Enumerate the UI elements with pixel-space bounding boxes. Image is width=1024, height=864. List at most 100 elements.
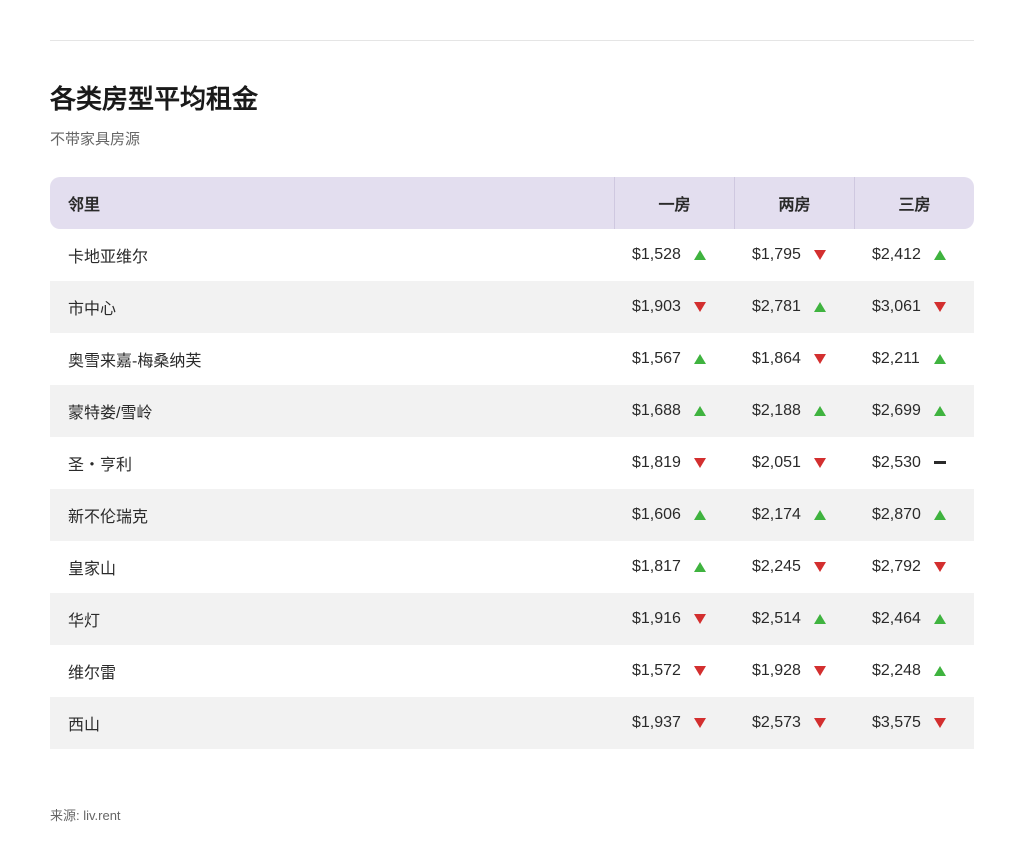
- cell-neighborhood: 皇家山: [50, 541, 614, 593]
- cell-2br: $1,795: [734, 229, 854, 281]
- cell-1br: $1,528: [614, 229, 734, 281]
- col-header-3br: 三房: [854, 177, 974, 229]
- cell-3br: $2,870: [854, 489, 974, 541]
- cell-neighborhood: 卡地亚维尔: [50, 229, 614, 281]
- table-row: 奥雪来嘉-梅桑纳芙 $1,567 $1,864 $2,211: [50, 333, 974, 385]
- cell-3br: $3,575: [854, 697, 974, 749]
- price-value: $1,567: [632, 350, 688, 368]
- cell-3br: $2,211: [854, 333, 974, 385]
- table-row: 西山$1,937$2,573$3,575: [50, 697, 974, 749]
- cell-3br: $2,699: [854, 385, 974, 437]
- price-value: $2,188: [752, 402, 808, 420]
- trend-down-icon: [814, 562, 826, 572]
- table-row: 市中心 $1,903 $2,781 $3,061: [50, 281, 974, 333]
- trend-up-icon: [814, 510, 826, 520]
- cell-2br: $2,245: [734, 541, 854, 593]
- rent-table: 邻里 一房 两房 三房 卡地亚维尔$1,528$1,795$2,412市中心$1…: [50, 177, 974, 749]
- cell-3br: $2,530: [854, 437, 974, 489]
- price-value: $2,699: [872, 402, 928, 420]
- cell-1br: $1,937: [614, 697, 734, 749]
- trend-up-icon: [934, 614, 946, 624]
- trend-down-icon: [694, 718, 706, 728]
- trend-flat-icon: [934, 461, 946, 464]
- price-value: $2,530: [872, 454, 928, 472]
- cell-2br: $2,174: [734, 489, 854, 541]
- table-row: 卡地亚维尔 $1,528 $1,795 $2,412: [50, 229, 974, 281]
- cell-2br: $2,188: [734, 385, 854, 437]
- cell-neighborhood: 圣・亨利: [50, 437, 614, 489]
- trend-up-icon: [934, 510, 946, 520]
- cell-3br: $3,061: [854, 281, 974, 333]
- cell-neighborhood: 奥雪来嘉-梅桑纳芙: [50, 333, 614, 385]
- cell-1br: $1,903: [614, 281, 734, 333]
- trend-down-icon: [694, 614, 706, 624]
- price-value: $2,792: [872, 558, 928, 576]
- cell-1br: $1,606: [614, 489, 734, 541]
- price-value: $1,795: [752, 246, 808, 264]
- trend-down-icon: [814, 666, 826, 676]
- page-title: 各类房型平均租金: [50, 79, 974, 116]
- cell-2br: $2,514: [734, 593, 854, 645]
- col-header-neighborhood: 邻里: [50, 177, 614, 229]
- trend-up-icon: [694, 250, 706, 260]
- trend-up-icon: [694, 354, 706, 364]
- trend-down-icon: [694, 302, 706, 312]
- price-value: $2,174: [752, 506, 808, 524]
- cell-neighborhood: 蒙特娄/雪岭: [50, 385, 614, 437]
- table-row: 蒙特娄/雪岭 $1,688 $2,188 $2,699: [50, 385, 974, 437]
- page-subtitle: 不带家具房源: [50, 128, 974, 149]
- trend-up-icon: [934, 354, 946, 364]
- trend-down-icon: [694, 666, 706, 676]
- price-value: $1,817: [632, 558, 688, 576]
- cell-3br: $2,792: [854, 541, 974, 593]
- cell-2br: $2,573: [734, 697, 854, 749]
- trend-down-icon: [814, 458, 826, 468]
- cell-2br: $1,864: [734, 333, 854, 385]
- price-value: $1,528: [632, 246, 688, 264]
- trend-up-icon: [814, 406, 826, 416]
- price-value: $2,051: [752, 454, 808, 472]
- cell-2br: $1,928: [734, 645, 854, 697]
- price-value: $1,928: [752, 662, 808, 680]
- price-value: $1,572: [632, 662, 688, 680]
- trend-up-icon: [934, 250, 946, 260]
- price-value: $2,248: [872, 662, 928, 680]
- price-value: $2,464: [872, 610, 928, 628]
- cell-1br: $1,567: [614, 333, 734, 385]
- cell-neighborhood: 市中心: [50, 281, 614, 333]
- price-value: $1,819: [632, 454, 688, 472]
- price-value: $1,688: [632, 402, 688, 420]
- price-value: $2,412: [872, 246, 928, 264]
- table-row: 圣・亨利 $1,819 $2,051 $2,530: [50, 437, 974, 489]
- trend-up-icon: [934, 406, 946, 416]
- cell-2br: $2,781: [734, 281, 854, 333]
- trend-down-icon: [814, 354, 826, 364]
- source-label: 来源: liv.rent: [50, 805, 974, 824]
- price-value: $1,903: [632, 298, 688, 316]
- trend-up-icon: [694, 510, 706, 520]
- price-value: $2,781: [752, 298, 808, 316]
- price-value: $2,245: [752, 558, 808, 576]
- trend-down-icon: [814, 250, 826, 260]
- trend-down-icon: [934, 562, 946, 572]
- price-value: $3,575: [872, 714, 928, 732]
- trend-up-icon: [814, 302, 826, 312]
- cell-3br: $2,464: [854, 593, 974, 645]
- cell-2br: $2,051: [734, 437, 854, 489]
- cell-neighborhood: 新不伦瑞克: [50, 489, 614, 541]
- cell-1br: $1,817: [614, 541, 734, 593]
- table-row: 皇家山 $1,817 $2,245 $2,792: [50, 541, 974, 593]
- cell-3br: $2,248: [854, 645, 974, 697]
- price-value: $3,061: [872, 298, 928, 316]
- price-value: $2,870: [872, 506, 928, 524]
- cell-1br: $1,819: [614, 437, 734, 489]
- price-value: $2,211: [872, 350, 928, 368]
- trend-down-icon: [814, 718, 826, 728]
- col-header-1br: 一房: [614, 177, 734, 229]
- cell-1br: $1,688: [614, 385, 734, 437]
- top-divider: [50, 40, 974, 41]
- trend-down-icon: [694, 458, 706, 468]
- trend-up-icon: [934, 666, 946, 676]
- price-value: $1,864: [752, 350, 808, 368]
- trend-up-icon: [814, 614, 826, 624]
